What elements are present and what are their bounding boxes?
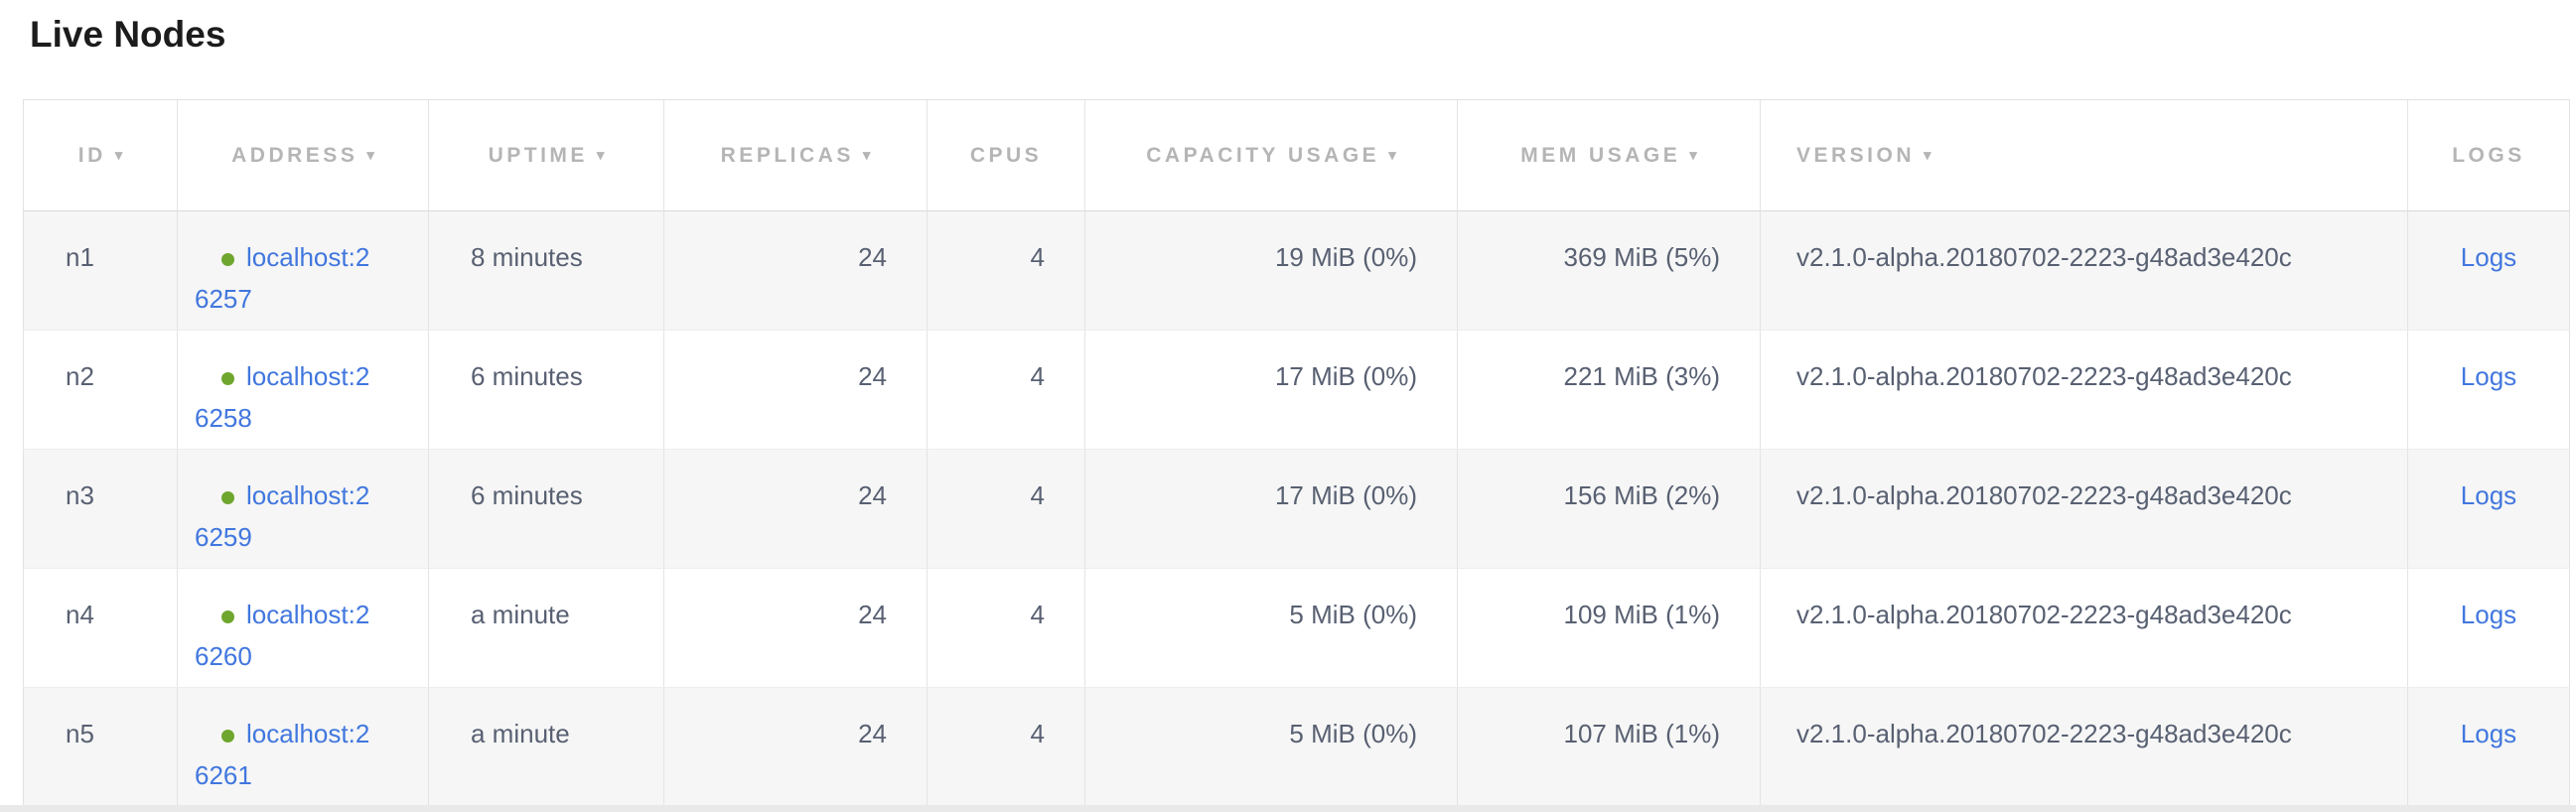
node-address-link[interactable]: localhost:26257 — [195, 242, 370, 314]
cell-uptime: 6 minutes — [428, 449, 664, 569]
column-label: CPUS — [969, 143, 1043, 167]
node-live-status-dot — [221, 491, 234, 504]
cell-id: n1 — [23, 210, 178, 331]
cell-capacity_usage: 17 MiB (0%) — [1084, 330, 1458, 450]
cell-capacity_usage: 5 MiB (0%) — [1084, 568, 1458, 688]
node-logs-link[interactable]: Logs — [2460, 361, 2517, 391]
page-title: Live Nodes — [30, 14, 226, 55]
column-header-logs: LOGS — [2407, 99, 2570, 211]
cell-cpus: 4 — [927, 687, 1085, 807]
table-body: n1 localhost:26257 8 minutes 24 4 19 MiB (0%)… — [23, 210, 2570, 807]
cell-address: localhost:26258 — [177, 330, 429, 450]
node-address-link[interactable]: localhost:26260 — [195, 600, 370, 671]
cell-logs: Logs — [2407, 449, 2570, 569]
cell-logs: Logs — [2407, 687, 2570, 807]
sort-desc-arrow-icon: ▾ — [114, 146, 123, 164]
horizontal-scrollbar-track[interactable] — [0, 805, 2576, 812]
column-header-replicas[interactable]: REPLICAS ▾ — [663, 99, 928, 211]
cell-id: n2 — [23, 330, 178, 450]
cell-uptime: 8 minutes — [428, 210, 664, 331]
node-logs-link[interactable]: Logs — [2460, 242, 2517, 272]
cell-mem_usage: 107 MiB (1%) — [1457, 687, 1761, 807]
node-logs-link[interactable]: Logs — [2460, 480, 2517, 510]
sort-desc-arrow-icon: ▾ — [1689, 146, 1697, 164]
cell-replicas: 24 — [663, 568, 928, 688]
node-live-status-dot — [221, 730, 234, 743]
node-row: n4 localhost:26260 a minute 24 4 5 MiB (0%) 10… — [23, 568, 2570, 688]
cell-cpus: 4 — [927, 330, 1085, 450]
cell-uptime: a minute — [428, 687, 664, 807]
cell-mem_usage: 221 MiB (3%) — [1457, 330, 1761, 450]
column-label: ID — [77, 143, 106, 167]
node-live-status-dot — [221, 372, 234, 385]
column-header-uptime[interactable]: UPTIME ▾ — [428, 99, 664, 211]
node-live-status-dot — [221, 253, 234, 266]
cell-mem_usage: 109 MiB (1%) — [1457, 568, 1761, 688]
cell-capacity_usage: 19 MiB (0%) — [1084, 210, 1458, 331]
column-label: VERSION — [1796, 143, 1916, 167]
column-header-capacity_usage[interactable]: CAPACITY USAGE ▾ — [1084, 99, 1458, 211]
column-header-version[interactable]: VERSION ▾ — [1760, 99, 2408, 211]
live-nodes-table: ID ▾ ADDRESS ▾ UPTIME ▾ REPLICAS ▾ CPUS CAPACITY … — [23, 99, 2570, 807]
node-row: n1 localhost:26257 8 minutes 24 4 19 MiB (0%)… — [23, 210, 2570, 331]
cell-uptime: a minute — [428, 568, 664, 688]
cell-cpus: 4 — [927, 210, 1085, 331]
node-row: n2 localhost:26258 6 minutes 24 4 17 MiB (0%)… — [23, 330, 2570, 450]
node-address-link[interactable]: localhost:26258 — [195, 361, 370, 433]
column-label: CAPACITY USAGE — [1146, 143, 1380, 167]
node-logs-link[interactable]: Logs — [2460, 719, 2517, 748]
cell-replicas: 24 — [663, 330, 928, 450]
column-label: UPTIME — [488, 143, 588, 167]
node-row: n3 localhost:26259 6 minutes 24 4 17 MiB (0%)… — [23, 449, 2570, 569]
cell-version: v2.1.0-alpha.20180702-2223-g48ad3e420c — [1760, 568, 2408, 688]
cell-replicas: 24 — [663, 449, 928, 569]
cell-uptime: 6 minutes — [428, 330, 664, 450]
cell-id: n5 — [23, 687, 178, 807]
cell-version: v2.1.0-alpha.20180702-2223-g48ad3e420c — [1760, 330, 2408, 450]
sort-desc-arrow-icon: ▾ — [1924, 146, 1932, 164]
column-label: MEM USAGE — [1520, 143, 1681, 167]
node-address-link[interactable]: localhost:26259 — [195, 480, 370, 552]
node-row: n5 localhost:26261 a minute 24 4 5 MiB (0%) 10… — [23, 687, 2570, 807]
cell-capacity_usage: 17 MiB (0%) — [1084, 449, 1458, 569]
cell-logs: Logs — [2407, 330, 2570, 450]
column-header-address[interactable]: ADDRESS ▾ — [177, 99, 429, 211]
cell-version: v2.1.0-alpha.20180702-2223-g48ad3e420c — [1760, 449, 2408, 569]
cell-logs: Logs — [2407, 210, 2570, 331]
cell-address: localhost:26257 — [177, 210, 429, 331]
sort-desc-arrow-icon: ▾ — [862, 146, 871, 164]
sort-desc-arrow-icon: ▾ — [596, 146, 605, 164]
column-header-mem_usage[interactable]: MEM USAGE ▾ — [1457, 99, 1761, 211]
node-live-status-dot — [221, 610, 234, 623]
cell-address: localhost:26259 — [177, 449, 429, 569]
cell-version: v2.1.0-alpha.20180702-2223-g48ad3e420c — [1760, 210, 2408, 331]
column-header-cpus: CPUS — [927, 99, 1085, 211]
cell-replicas: 24 — [663, 210, 928, 331]
cell-cpus: 4 — [927, 449, 1085, 569]
column-label: LOGS — [2452, 143, 2525, 167]
cell-cpus: 4 — [927, 568, 1085, 688]
node-logs-link[interactable]: Logs — [2460, 600, 2517, 629]
cell-version: v2.1.0-alpha.20180702-2223-g48ad3e420c — [1760, 687, 2408, 807]
cell-mem_usage: 156 MiB (2%) — [1457, 449, 1761, 569]
cell-id: n4 — [23, 568, 178, 688]
column-label: REPLICAS — [720, 143, 854, 167]
column-label: ADDRESS — [231, 143, 358, 167]
cell-address: localhost:26261 — [177, 687, 429, 807]
cell-mem_usage: 369 MiB (5%) — [1457, 210, 1761, 331]
cell-replicas: 24 — [663, 687, 928, 807]
cell-id: n3 — [23, 449, 178, 569]
cell-capacity_usage: 5 MiB (0%) — [1084, 687, 1458, 807]
cell-logs: Logs — [2407, 568, 2570, 688]
sort-desc-arrow-icon: ▾ — [366, 146, 374, 164]
column-header-id[interactable]: ID ▾ — [23, 99, 178, 211]
table-header-row: ID ▾ ADDRESS ▾ UPTIME ▾ REPLICAS ▾ CPUS CAPACITY … — [23, 99, 2570, 211]
sort-desc-arrow-icon: ▾ — [1388, 146, 1396, 164]
node-address-link[interactable]: localhost:26261 — [195, 719, 370, 790]
cell-address: localhost:26260 — [177, 568, 429, 688]
